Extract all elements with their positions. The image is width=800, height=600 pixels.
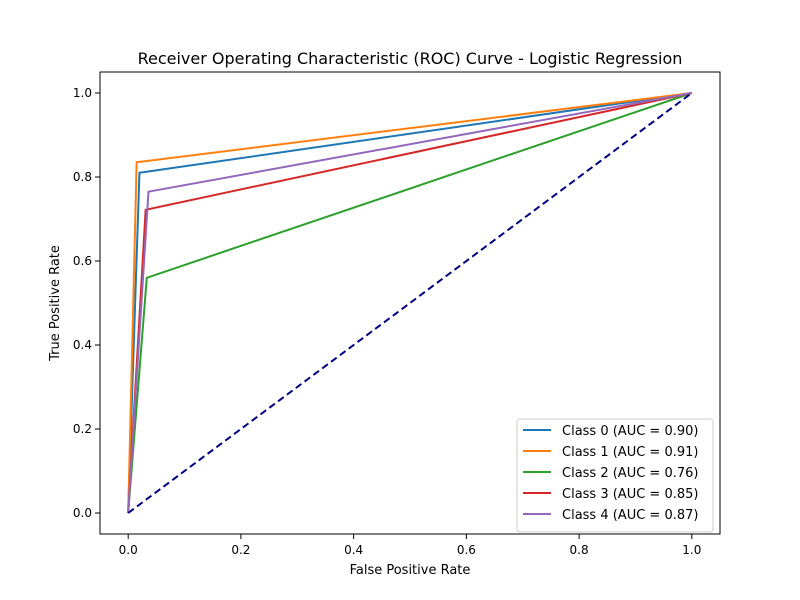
series-line-class-1 xyxy=(127,92,692,514)
x-tick-label: 0.8 xyxy=(570,543,589,557)
series-line-class-0 xyxy=(127,92,692,514)
y-axis-ticks: 0.0 0.2 0.4 0.6 0.8 1.0 xyxy=(73,86,100,520)
x-tick-label: 1.0 xyxy=(682,543,701,557)
x-tick-label: 0.2 xyxy=(231,543,250,557)
plot-lines xyxy=(127,92,693,514)
x-axis-label: False Positive Rate xyxy=(350,563,471,578)
series-line-class-4 xyxy=(127,92,692,514)
y-tick-label: 0.8 xyxy=(73,170,92,184)
legend-box xyxy=(516,418,714,533)
series-line-class-2 xyxy=(127,92,693,514)
x-tick-label: 0.0 xyxy=(119,543,138,557)
plot-frame xyxy=(99,71,721,535)
legend-label-class-2: Class 2 (AUC = 0.76) xyxy=(562,466,698,481)
legend: Class 0 (AUC = 0.90) Class 1 (AUC = 0.91)… xyxy=(516,418,714,533)
random-guess-reference-line xyxy=(127,92,693,514)
y-tick-label: 0.6 xyxy=(73,254,92,268)
y-tick-label: 0.0 xyxy=(73,506,92,520)
y-axis-label: True Positive Rate xyxy=(48,245,63,362)
legend-label-class-0: Class 0 (AUC = 0.90) xyxy=(562,424,698,439)
legend-label-class-3: Class 3 (AUC = 0.85) xyxy=(562,487,698,502)
legend-label-class-4: Class 4 (AUC = 0.87) xyxy=(562,508,698,523)
y-tick-label: 0.2 xyxy=(73,422,92,436)
chart-title: Receiver Operating Characteristic (ROC) … xyxy=(138,49,683,68)
x-tick-label: 0.4 xyxy=(344,543,363,557)
legend-label-class-1: Class 1 (AUC = 0.91) xyxy=(562,445,698,460)
x-tick-label: 0.6 xyxy=(457,543,476,557)
y-tick-label: 0.4 xyxy=(73,338,92,352)
y-tick-label: 1.0 xyxy=(73,86,92,100)
x-axis-ticks: 0.0 0.2 0.4 0.6 0.8 1.0 xyxy=(119,534,701,557)
